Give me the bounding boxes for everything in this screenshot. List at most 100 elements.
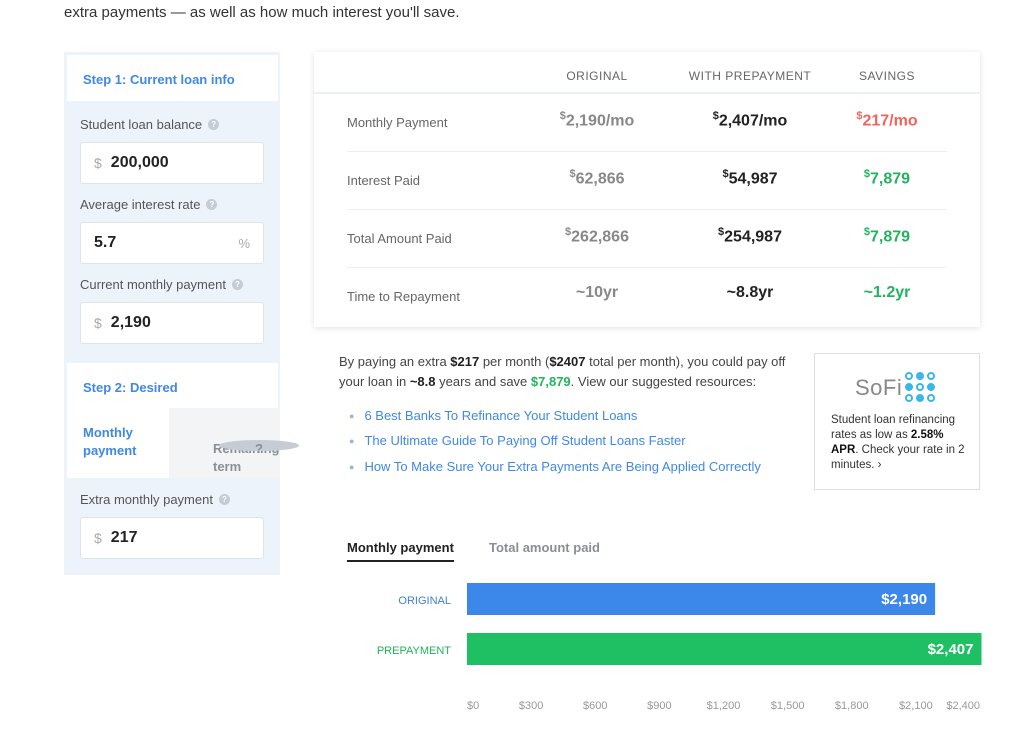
summary-save: $7,879 <box>530 374 571 389</box>
bullet-icon: ● <box>349 436 355 447</box>
dollar-prefix: $ <box>94 530 102 546</box>
help-icon[interactable]: ? <box>231 279 243 290</box>
row-divider <box>347 267 947 268</box>
cell-prepay: $54,987 <box>675 168 825 188</box>
sofi-logo-text: SoFi <box>855 375 903 400</box>
cell-savings: $217/mo <box>812 110 962 130</box>
summary-extra: $217 <box>450 354 480 369</box>
cell-prepay: $254,987 <box>675 226 825 246</box>
x-tick-label: $1,800 <box>835 700 869 712</box>
bar-category-label: ORIGINAL <box>398 595 451 607</box>
payment-value[interactable]: 2,190 <box>110 314 151 331</box>
help-icon[interactable]: ? <box>208 119 220 130</box>
cell-value: 262,866 <box>571 228 629 246</box>
cell-value: 62,866 <box>575 170 625 188</box>
x-tick-label: $900 <box>647 700 671 712</box>
balance-label: Student loan balance ? <box>80 117 220 132</box>
x-tick-label: $2,100 <box>899 700 933 712</box>
bar-original <box>467 583 936 615</box>
resource-link[interactable]: ● How To Make Sure Your Extra Payments Ar… <box>349 454 761 480</box>
resource-link-text[interactable]: How To Make Sure Your Extra Payments Are… <box>364 458 761 474</box>
table-header: ORIGINAL WITH PREPAYMENT SAVINGS <box>314 52 980 94</box>
help-icon[interactable]: ? <box>218 494 230 505</box>
cell-savings: $7,879 <box>812 168 962 188</box>
percent-suffix: % <box>238 235 250 251</box>
balance-input[interactable]: $ 200,000 <box>80 142 264 184</box>
extra-label-text: Extra monthly payment <box>80 492 213 507</box>
balance-label-text: Student loan balance <box>80 117 203 132</box>
rate-input[interactable]: 5.7 % <box>80 222 264 264</box>
cell-value: 254,987 <box>724 228 782 246</box>
currency-symbol: $ <box>722 168 729 180</box>
table-row: Interest Paid $62,866 $54,987 $7,879 <box>314 152 980 210</box>
step1-title: Step 1: Current loan info <box>83 72 235 87</box>
cell-prepay: ~8.8yr <box>675 284 825 302</box>
summary-years: ~8.8 <box>409 374 436 389</box>
cell-value: 7,879 <box>870 170 911 188</box>
cell-value: 2,407/mo <box>718 112 788 130</box>
row-label: Total Amount Paid <box>347 231 452 246</box>
summary-part: total per month), you could pay off your… <box>339 354 786 389</box>
bullet-icon: ● <box>349 461 355 472</box>
extra-value[interactable]: 217 <box>110 529 138 546</box>
bar-value-label: $2,407 <box>928 641 974 658</box>
cell-original: $62,866 <box>522 168 672 188</box>
dollar-prefix: $ <box>94 315 102 331</box>
payment-label-text: Current monthly payment <box>80 277 226 292</box>
tab-total-chart[interactable]: Total amount paid <box>489 540 600 555</box>
header-original: ORIGINAL <box>566 69 628 83</box>
cell-value: 7,879 <box>870 228 911 246</box>
summary-total: $2407 <box>549 354 586 369</box>
rate-label-text: Average interest rate <box>80 197 201 212</box>
row-divider <box>347 151 947 152</box>
extra-payment-input[interactable]: $ 217 <box>80 517 264 559</box>
ad-copy-part: . Check your rate in 2 minutes. › <box>831 444 965 471</box>
cell-original: $262,866 <box>522 226 672 246</box>
row-divider <box>347 209 947 210</box>
cell-savings: $7,879 <box>812 226 962 246</box>
tab-monthly-payment[interactable]: Monthly payment <box>67 408 169 478</box>
sofi-ad[interactable]: SoFi Student loan refinancing rates as l… <box>814 353 980 490</box>
summary-part: per month ( <box>479 354 550 369</box>
help-icon[interactable]: ? <box>206 199 218 210</box>
x-tick-label: $600 <box>583 700 607 712</box>
resource-link[interactable]: ● 6 Best Banks To Refinance Your Student … <box>349 403 761 429</box>
cell-prepay: $2,407/mo <box>675 110 825 130</box>
bar-prepayment <box>467 633 982 665</box>
payment-bar-chart: ORIGINAL $2,190 PREPAYMENT $2,407 $0 $300 $600… <box>377 583 982 712</box>
balance-value[interactable]: 200,000 <box>110 154 169 171</box>
cell-value: ~10yr <box>575 284 619 301</box>
tab-monthly-label: Monthly payment <box>83 425 137 458</box>
cell-original: ~10yr <box>522 284 672 302</box>
payment-input[interactable]: $ 2,190 <box>80 302 264 344</box>
currency-symbol: $ <box>559 110 566 122</box>
help-icon[interactable]: ? <box>219 440 299 456</box>
ad-copy-part: Student loan refinancing rates as low as <box>831 414 956 441</box>
payment-label: Current monthly payment ? <box>80 277 243 292</box>
resource-link-text[interactable]: 6 Best Banks To Refinance Your Student L… <box>364 407 638 423</box>
sofi-logo: SoFi <box>855 372 937 404</box>
comparison-table: ORIGINAL WITH PREPAYMENT SAVINGS Monthly… <box>314 52 980 327</box>
currency-symbol: $ <box>712 110 719 122</box>
tab-remaining-term[interactable]: Remaining term ? <box>169 408 299 478</box>
dollar-prefix: $ <box>94 155 102 171</box>
cell-savings: ~1.2yr <box>812 284 962 302</box>
resource-link-text[interactable]: The Ultimate Guide To Paying Off Student… <box>364 433 686 449</box>
rate-value[interactable]: 5.7 <box>94 234 117 251</box>
bar-value-label: $2,190 <box>881 591 927 608</box>
currency-symbol: $ <box>565 226 572 238</box>
cell-original: $2,190/mo <box>522 110 672 130</box>
currency-symbol: $ <box>863 168 871 180</box>
summary-part: years and save <box>435 374 531 389</box>
tab-monthly-chart[interactable]: Monthly payment <box>347 540 454 562</box>
x-tick-label: $2,400 <box>946 700 980 712</box>
step2-header: Step 2: Desired <box>67 363 278 409</box>
ad-rate: 2.58% APR <box>831 429 944 456</box>
row-label: Interest Paid <box>347 173 420 188</box>
row-label: Monthly Payment <box>347 115 448 130</box>
resource-links: ● 6 Best Banks To Refinance Your Student … <box>349 403 761 480</box>
resource-link[interactable]: ● The Ultimate Guide To Paying Off Studen… <box>349 429 761 455</box>
cell-value: 217/mo <box>862 112 918 130</box>
currency-symbol: $ <box>718 226 725 238</box>
x-tick-label: $0 <box>467 700 479 712</box>
